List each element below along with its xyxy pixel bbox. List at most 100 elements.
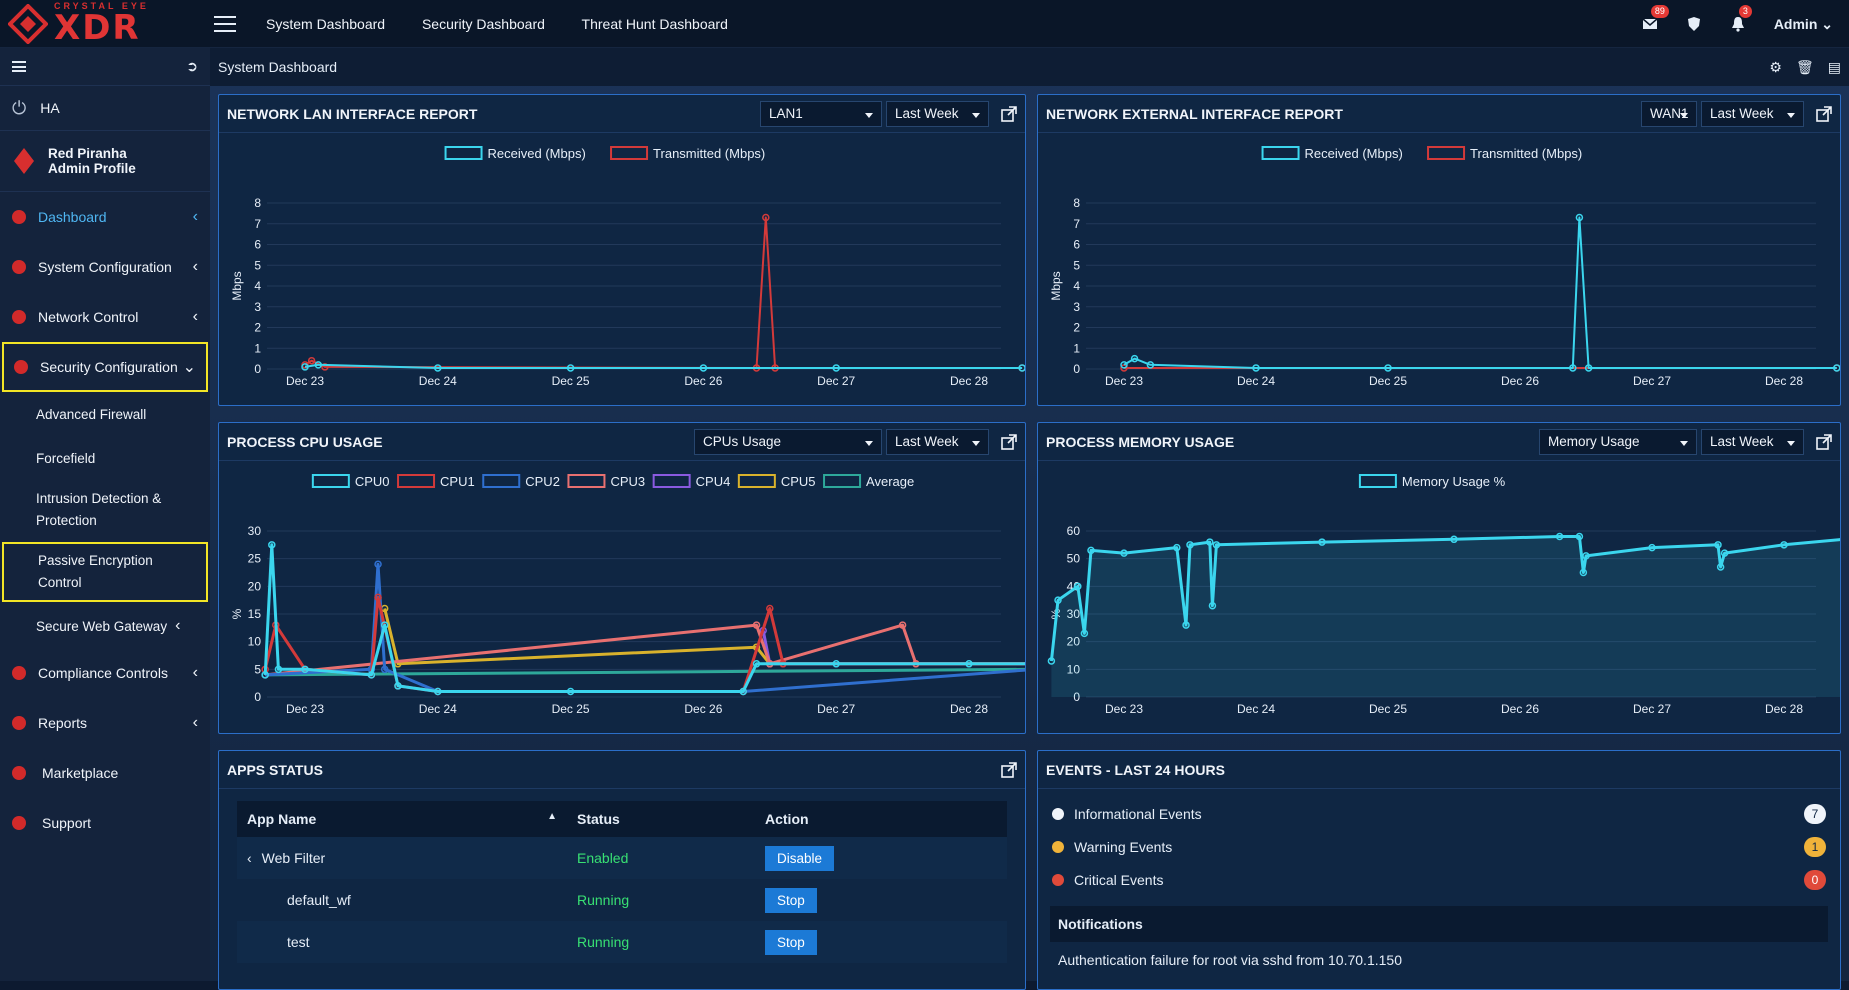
sidebar-item-label: Marketplace <box>42 765 119 781</box>
page-title: System Dashboard <box>218 59 338 75</box>
interface-select[interactable]: WAN1 <box>1641 100 1697 127</box>
column-header-app-name[interactable]: App Name ▲ <box>237 801 567 837</box>
nav-system-dashboard[interactable]: System Dashboard <box>266 15 386 32</box>
avatar <box>14 148 34 174</box>
gear-icon[interactable]: ⚙ <box>1769 58 1782 75</box>
x-tick-label: Dec 24 <box>419 702 457 716</box>
data-point <box>301 665 309 674</box>
external-link-icon[interactable] <box>1816 433 1832 450</box>
event-informational[interactable]: Informational Events 7 <box>1038 797 1840 830</box>
sidebar-item-network-control[interactable]: Network Control ‹ <box>0 292 210 342</box>
table-row[interactable]: ‹ Web Filter Enabled Disable <box>237 837 1007 879</box>
stop-button[interactable]: Stop <box>765 887 817 913</box>
data-point <box>268 541 276 549</box>
y-tick-label: 2 <box>1073 321 1080 335</box>
data-point <box>394 682 402 690</box>
sidebar-menu-icon[interactable] <box>12 61 26 72</box>
sidebar-item-compliance-controls[interactable]: Compliance Controls ‹ <box>0 648 210 698</box>
book-icon[interactable]: ▤ <box>1827 58 1841 75</box>
bell-icon[interactable]: 3 <box>1730 5 1752 32</box>
shield-icon[interactable] <box>1686 16 1702 32</box>
range-select[interactable]: Last Week <box>886 428 989 455</box>
sidebar-sub-intrusion-detection[interactable]: Intrusion Detection & Protection <box>0 480 210 540</box>
sort-up-icon[interactable]: ▲ <box>547 811 557 822</box>
data-point <box>832 364 840 372</box>
chevron-down-icon: ⌄ <box>182 359 196 376</box>
x-tick-label: Dec 23 <box>1105 374 1143 388</box>
sidebar-sub-secure-web-gateway[interactable]: Secure Web Gateway ‹ <box>0 604 210 648</box>
interface-select[interactable]: LAN1 <box>760 100 882 127</box>
y-tick-label: 5 <box>254 258 261 272</box>
x-tick-label: Dec 28 <box>950 374 988 388</box>
sidebar-sub-advanced-firewall[interactable]: Advanced Firewall <box>0 392 210 436</box>
sidebar-item-support[interactable]: Support <box>0 798 210 848</box>
table-row[interactable]: default_wf Running Stop <box>237 879 1007 921</box>
data-point <box>1182 621 1190 629</box>
stop-button[interactable]: Stop <box>765 929 817 955</box>
menu-toggle-icon[interactable] <box>214 15 236 32</box>
sidebar-item-security-configuration[interactable]: Security Configuration ⌄ <box>2 342 208 392</box>
y-tick-label: 8 <box>254 196 261 210</box>
series-line <box>304 216 1023 369</box>
range-select[interactable]: Last Week <box>1701 100 1804 127</box>
legend-swatch <box>1358 474 1397 488</box>
reports-icon <box>12 716 26 730</box>
data-point <box>766 604 774 613</box>
nav-threat-hunt-dashboard[interactable]: Threat Hunt Dashboard <box>581 15 728 32</box>
legend-swatch <box>397 474 436 488</box>
data-point <box>1384 364 1392 372</box>
sign-out-icon[interactable]: ➲ <box>186 58 198 74</box>
event-critical[interactable]: Critical Events 0 <box>1038 863 1840 896</box>
data-point <box>1833 364 1841 372</box>
data-point <box>380 665 389 674</box>
sidebar-item-reports[interactable]: Reports ‹ <box>0 698 210 748</box>
sidebar-ha[interactable]: ⏻ HA <box>0 86 210 130</box>
event-label: Informational Events <box>1074 805 1202 822</box>
mode-select[interactable]: CPUs Usage <box>694 428 882 455</box>
column-header-status: Status <box>567 801 755 837</box>
data-point <box>1173 543 1181 552</box>
sidebar: ➲ ⏻ HA Red Piranha Admin Profile Dashboa… <box>0 48 210 981</box>
event-count: 7 <box>1804 803 1826 824</box>
disable-button[interactable]: Disable <box>765 845 835 871</box>
data-point <box>1047 657 1056 665</box>
mail-icon[interactable]: 89 <box>1642 5 1669 32</box>
y-tick-label: 20 <box>1067 635 1081 649</box>
external-link-icon[interactable] <box>1001 433 1017 450</box>
mode-select[interactable]: Memory Usage <box>1539 428 1697 455</box>
nav-security-dashboard[interactable]: Security Dashboard <box>421 15 545 32</box>
data-point <box>566 687 575 696</box>
range-select[interactable]: Last Week <box>886 100 989 127</box>
sidebar-sub-forcefield[interactable]: Forcefield <box>0 436 210 480</box>
y-tick-label: 25 <box>248 552 262 566</box>
sidebar-sub-passive-encryption-control[interactable]: Passive Encryption Control <box>2 542 208 602</box>
range-select[interactable]: Last Week <box>1701 428 1804 455</box>
y-tick-label: 7 <box>254 217 261 231</box>
data-point <box>274 665 283 674</box>
sidebar-item-marketplace[interactable]: Marketplace <box>0 748 210 798</box>
table-row[interactable]: test Running Stop <box>237 921 1007 963</box>
event-warning[interactable]: Warning Events 1 <box>1038 830 1840 863</box>
x-tick-label: Dec 27 <box>1633 374 1671 388</box>
notification-item[interactable]: Authentication failure for root via sshd… <box>1058 952 1402 968</box>
external-link-icon[interactable] <box>1816 105 1832 122</box>
user-menu[interactable]: Admin ⌄ <box>1774 16 1833 33</box>
x-tick-label: Dec 27 <box>1633 702 1671 716</box>
logo[interactable]: CRYSTAL EYE XDR <box>0 0 210 48</box>
panel-title: NETWORK LAN INTERFACE REPORT <box>227 105 478 122</box>
profile[interactable]: Red Piranha Admin Profile <box>0 130 210 192</box>
chevron-left-icon[interactable]: ‹ <box>247 850 252 866</box>
sidebar-item-system-configuration[interactable]: System Configuration ‹ <box>0 242 210 292</box>
external-link-icon[interactable] <box>1001 105 1017 122</box>
external-link-icon[interactable] <box>1001 761 1017 778</box>
legend-swatch <box>823 474 862 488</box>
sidebar-item-dashboard[interactable]: Dashboard ‹ <box>0 192 210 242</box>
data-point <box>1716 563 1725 571</box>
data-point <box>374 593 382 602</box>
data-point <box>1720 549 1729 557</box>
brand-big: XDR <box>54 8 141 48</box>
data-point <box>752 660 761 668</box>
app-name: default_wf <box>287 892 351 908</box>
trash-icon[interactable]: 🗑 <box>1795 58 1814 75</box>
data-point <box>762 213 770 222</box>
